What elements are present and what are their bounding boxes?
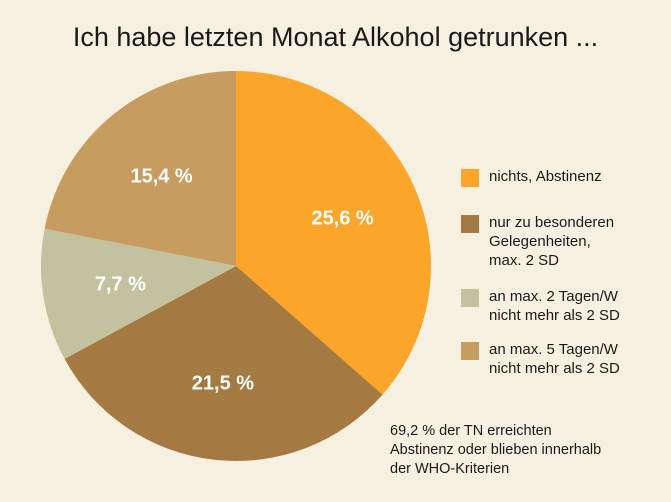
legend-swatch <box>461 215 479 233</box>
legend-item-abstinence: nichts, Abstinenz <box>461 167 602 187</box>
legend-label: an max. 5 Tagen/W nicht mehr als 2 SD <box>489 341 620 377</box>
legend-swatch <box>461 169 479 187</box>
legend-item-special-occasions: nur zu besonderen Gelegenheiten, max. 2 … <box>461 213 614 270</box>
slice-special-occasions <box>64 266 383 461</box>
legend-label: nur zu besonderen Gelegenheiten, max. 2 … <box>489 214 615 269</box>
legend-label: an max. 2 Tagen/W nicht mehr als 2 SD <box>489 288 620 324</box>
slice-value-label: 21,5 % <box>192 372 254 394</box>
slice-5-days <box>44 71 236 266</box>
legend-swatch <box>461 289 479 307</box>
legend-item-5-days: an max. 5 Tagen/W nicht mehr als 2 SD <box>461 340 620 378</box>
legend-item-2-days: an max. 2 Tagen/W nicht mehr als 2 SD <box>461 287 620 325</box>
chart-annotation: 69,2 % der TN erreichten Abstinenz oder … <box>390 423 602 477</box>
legend-swatch <box>461 342 479 360</box>
chart-title: Ich habe letzten Monat Alkohol getrunken… <box>72 22 599 52</box>
legend-label: nichts, Abstinenz <box>489 168 602 185</box>
slice-value-label: 25,6 % <box>311 208 373 230</box>
slice-value-label: 7,7 % <box>95 274 146 296</box>
slice-value-label: 15,4 % <box>130 166 192 188</box>
slice-abstinence <box>236 71 431 395</box>
slice-2-days <box>41 228 236 359</box>
